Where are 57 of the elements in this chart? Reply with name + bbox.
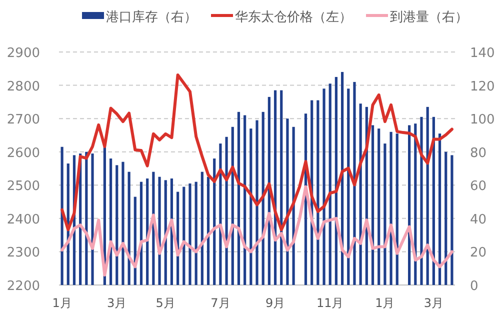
- bar: [200, 172, 204, 285]
- y2-tick-label: 60: [470, 179, 487, 194]
- y2-tick-label: 100: [470, 112, 495, 128]
- bar: [116, 165, 118, 285]
- line-series: [60, 185, 454, 277]
- y2-tick-label: 40: [470, 212, 487, 228]
- x-tick-label: 3月: [107, 296, 127, 310]
- bar: [444, 152, 448, 285]
- bar: [420, 116, 423, 285]
- line-series: [60, 73, 454, 232]
- bar: [194, 182, 198, 285]
- x-tick-label: 1月: [375, 296, 395, 310]
- y-tick-label: 2500: [6, 179, 40, 194]
- y-tick-label: 2600: [6, 146, 40, 161]
- bar: [60, 146, 64, 285]
- bar: [122, 162, 124, 285]
- bar: [384, 144, 386, 285]
- legend-label: 到港量（右）: [390, 10, 468, 25]
- x-tick-label: 7月: [210, 296, 230, 310]
- x-tick-label: 3月: [424, 296, 444, 310]
- y2-tick-label: 80: [470, 146, 487, 161]
- bar: [206, 176, 210, 285]
- bar: [438, 134, 442, 285]
- bar: [347, 88, 350, 285]
- bar: [396, 134, 398, 285]
- x-tick-label: 1月: [52, 296, 72, 310]
- y2-tick-label: 20: [470, 246, 487, 261]
- bar: [450, 155, 454, 285]
- y2-tick-label: 120: [470, 79, 495, 94]
- bar: [188, 183, 192, 285]
- bar: [280, 90, 283, 285]
- bar: [128, 172, 130, 285]
- bar: [182, 186, 186, 285]
- bar: [250, 128, 252, 285]
- y-tick-label: 2700: [6, 112, 40, 128]
- y-tick-label: 2400: [6, 212, 40, 228]
- y-tick-label: 2300: [6, 246, 40, 261]
- bar: [286, 118, 289, 285]
- y-tick-label: 2900: [6, 46, 40, 61]
- y2-tick-label: 0: [470, 279, 478, 294]
- bar: [353, 82, 356, 285]
- bar: [256, 120, 258, 285]
- bar: [328, 84, 332, 285]
- bar: [244, 115, 246, 285]
- legend-label: 华东太仓价格（左）: [235, 10, 352, 25]
- bar: [322, 88, 326, 285]
- bar: [390, 132, 392, 285]
- y-tick-label: 2800: [6, 79, 40, 94]
- bar: [91, 154, 94, 285]
- y-tick-label: 2200: [6, 279, 40, 294]
- x-tick-label: 5月: [156, 296, 176, 310]
- x-tick-label: 9月: [265, 296, 286, 310]
- x-tick-label: 11月: [316, 296, 344, 310]
- legend-label: 港口库存（右）: [106, 10, 197, 25]
- bar: [371, 125, 374, 285]
- y2-tick-label: 140: [470, 46, 495, 61]
- bar: [378, 128, 380, 285]
